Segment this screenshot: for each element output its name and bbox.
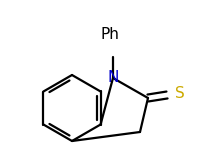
Text: S: S	[175, 86, 185, 101]
Text: Ph: Ph	[100, 27, 119, 42]
Text: N: N	[107, 71, 119, 86]
